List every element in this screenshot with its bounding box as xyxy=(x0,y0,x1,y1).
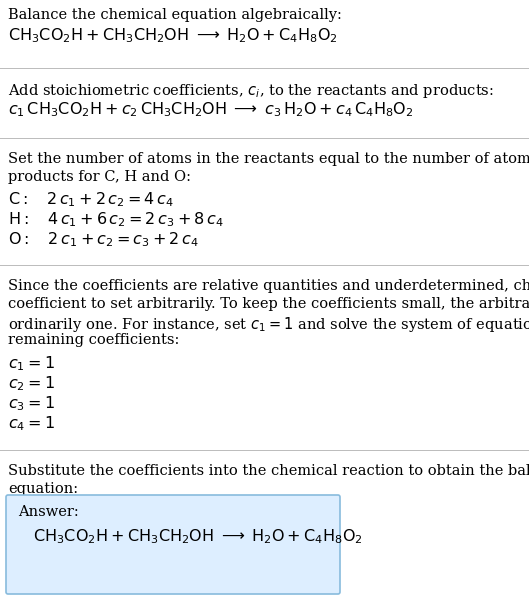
FancyBboxPatch shape xyxy=(6,495,340,594)
Text: equation:: equation: xyxy=(8,482,78,496)
Text: Add stoichiometric coefficients, $c_i$, to the reactants and products:: Add stoichiometric coefficients, $c_i$, … xyxy=(8,82,494,100)
Text: $\mathrm{CH_3CO_2H + CH_3CH_2OH} \;\longrightarrow\; \mathrm{H_2O + C_4H_8O_2}$: $\mathrm{CH_3CO_2H + CH_3CH_2OH} \;\long… xyxy=(33,527,363,546)
Text: $c_1\,\mathrm{CH_3CO_2H} + c_2\,\mathrm{CH_3CH_2OH} \;\longrightarrow\; c_3\,\ma: $c_1\,\mathrm{CH_3CO_2H} + c_2\,\mathrm{… xyxy=(8,100,414,119)
Text: coefficient to set arbitrarily. To keep the coefficients small, the arbitrary va: coefficient to set arbitrarily. To keep … xyxy=(8,297,529,311)
Text: $\mathrm{CH_3CO_2H + CH_3CH_2OH} \;\longrightarrow\; \mathrm{H_2O + C_4H_8O_2}$: $\mathrm{CH_3CO_2H + CH_3CH_2OH} \;\long… xyxy=(8,26,338,45)
Text: $c_1 = 1$: $c_1 = 1$ xyxy=(8,354,55,373)
Text: ordinarily one. For instance, set $c_1 = 1$ and solve the system of equations fo: ordinarily one. For instance, set $c_1 =… xyxy=(8,315,529,334)
Text: Answer:: Answer: xyxy=(18,505,79,519)
Text: remaining coefficients:: remaining coefficients: xyxy=(8,333,179,347)
Text: $c_3 = 1$: $c_3 = 1$ xyxy=(8,394,55,413)
Text: Since the coefficients are relative quantities and underdetermined, choose a: Since the coefficients are relative quan… xyxy=(8,279,529,293)
Text: $\mathrm{O:}\quad 2\,c_1 + c_2 = c_3 + 2\,c_4$: $\mathrm{O:}\quad 2\,c_1 + c_2 = c_3 + 2… xyxy=(8,230,199,249)
Text: $\mathrm{H:}\quad 4\,c_1 + 6\,c_2 = 2\,c_3 + 8\,c_4$: $\mathrm{H:}\quad 4\,c_1 + 6\,c_2 = 2\,c… xyxy=(8,210,224,229)
Text: products for C, H and O:: products for C, H and O: xyxy=(8,170,191,184)
Text: Balance the chemical equation algebraically:: Balance the chemical equation algebraica… xyxy=(8,8,342,22)
Text: $c_4 = 1$: $c_4 = 1$ xyxy=(8,414,55,433)
Text: $c_2 = 1$: $c_2 = 1$ xyxy=(8,374,55,393)
Text: Set the number of atoms in the reactants equal to the number of atoms in the: Set the number of atoms in the reactants… xyxy=(8,152,529,166)
Text: $\mathrm{C:}\quad 2\,c_1 + 2\,c_2 = 4\,c_4$: $\mathrm{C:}\quad 2\,c_1 + 2\,c_2 = 4\,c… xyxy=(8,190,174,209)
Text: Substitute the coefficients into the chemical reaction to obtain the balanced: Substitute the coefficients into the che… xyxy=(8,464,529,478)
